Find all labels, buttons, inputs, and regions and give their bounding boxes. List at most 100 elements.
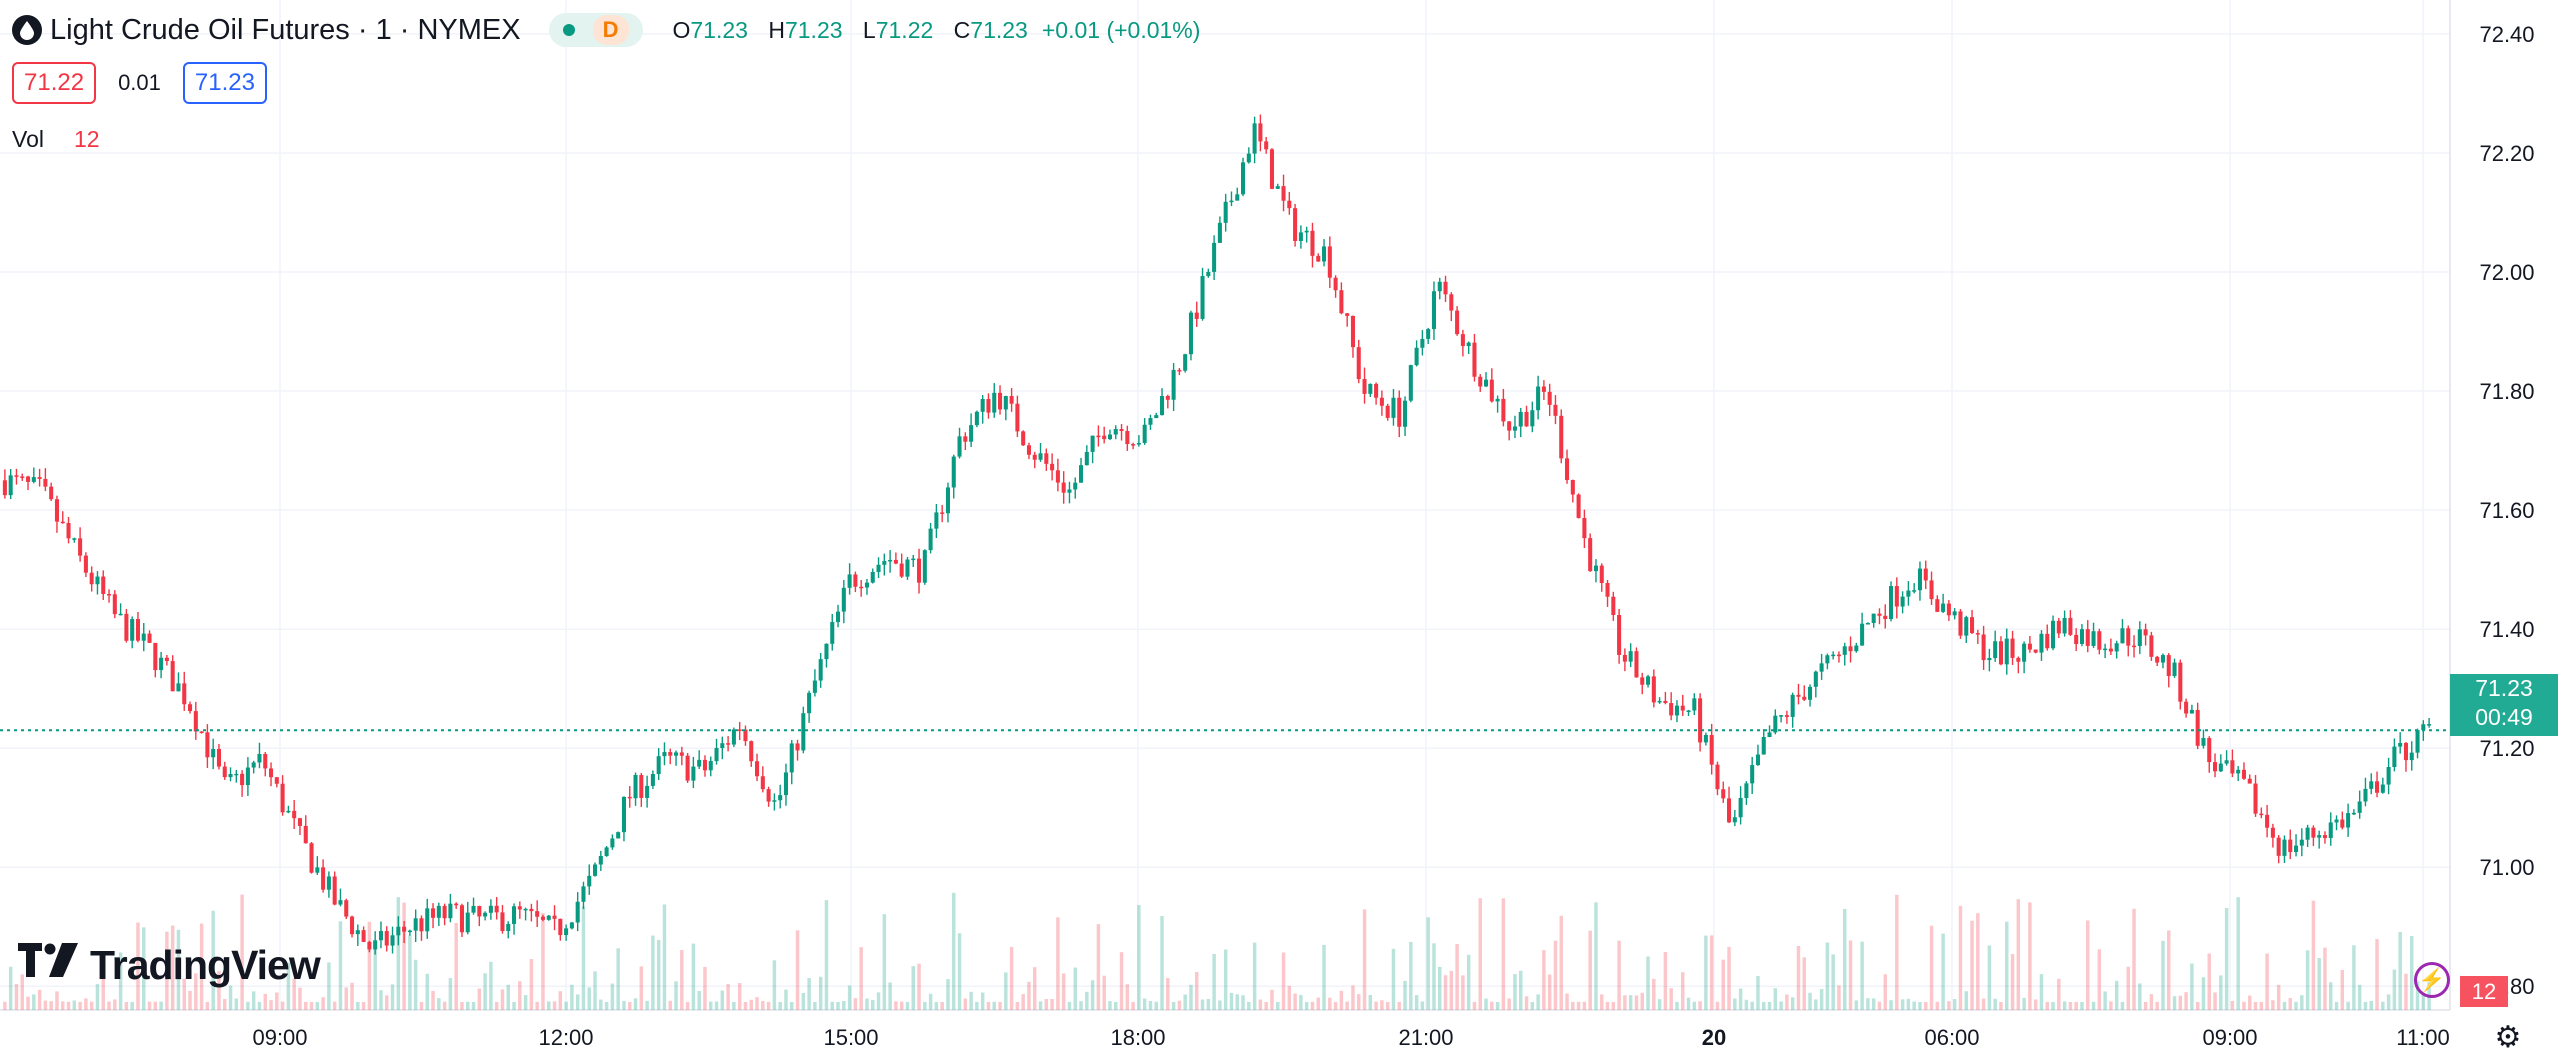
candle-body: [1455, 310, 1460, 335]
volume-bar: [541, 912, 545, 1010]
volume-bar: [1218, 1000, 1222, 1010]
candle-body: [893, 559, 898, 564]
volume-bar: [1727, 946, 1731, 1010]
candle-body: [870, 571, 875, 583]
volume-bar: [43, 1000, 48, 1010]
candle-body: [2230, 760, 2235, 774]
candle-body: [2045, 633, 2050, 649]
candle-body: [1680, 705, 1685, 711]
candle-body: [60, 521, 65, 524]
volume-bar: [1790, 997, 1795, 1010]
candle-body: [540, 916, 545, 920]
candle-body: [2276, 837, 2281, 856]
price-tick-label: 72.40: [2479, 22, 2534, 47]
volume-bar: [1987, 945, 1992, 1010]
market-status-pill[interactable]: D: [548, 13, 643, 47]
buy-button[interactable]: 71.23: [182, 62, 267, 104]
candle-body: [141, 633, 146, 641]
candle-body: [1385, 405, 1390, 418]
candle-body: [1119, 428, 1124, 431]
candle-body: [344, 900, 349, 917]
candle-body: [170, 661, 175, 692]
volume-bar: [2300, 995, 2304, 1010]
volume-bar: [1889, 1000, 1893, 1010]
volume-bar: [356, 1001, 360, 1010]
volume-bar: [309, 1002, 314, 1010]
candle-body: [1813, 671, 1818, 687]
candle-body: [135, 619, 140, 641]
gear-icon[interactable]: ⚙: [2494, 1021, 2522, 1054]
volume-bar: [2352, 945, 2356, 1010]
candle-body: [743, 729, 748, 742]
volume-bar: [1195, 971, 1199, 1010]
candle-body: [1941, 603, 1946, 612]
volume-bar: [2386, 994, 2391, 1010]
volume-bar: [2132, 908, 2136, 1010]
candle-body: [1611, 596, 1616, 615]
volume-bar: [2010, 954, 2015, 1010]
candle-body: [1258, 123, 1263, 142]
volume-bar: [367, 921, 372, 1010]
volume-legend[interactable]: Vol 12: [12, 126, 100, 153]
candle-body: [228, 774, 233, 778]
candle-body: [1912, 590, 1917, 592]
tradingview-logo[interactable]: TradingView: [18, 940, 321, 990]
symbol-title[interactable]: Light Crude Oil Futures · 1 · NYMEX: [50, 13, 521, 46]
volume-bar: [1652, 978, 1656, 1010]
candle-body: [2241, 769, 2246, 779]
candle-body: [8, 475, 13, 496]
candle-body: [205, 732, 210, 758]
candle-body: [216, 748, 221, 767]
candle-body: [251, 762, 256, 768]
candle-body: [691, 766, 696, 781]
volume-bar: [2392, 969, 2397, 1010]
volume-bar: [72, 1000, 77, 1010]
candle-body: [1200, 276, 1205, 319]
volume-bar: [2138, 983, 2142, 1010]
candle-body: [1183, 354, 1188, 371]
candle-body: [1698, 698, 1703, 743]
volume-bar: [217, 971, 221, 1010]
volume-bar: [2097, 949, 2102, 1010]
volume-bar: [523, 995, 528, 1010]
volume-bar: [772, 960, 777, 1010]
candle-body: [147, 633, 152, 643]
candle-body: [1657, 700, 1662, 703]
candle-body: [31, 477, 36, 482]
lightning-icon[interactable]: ⚡: [2414, 962, 2450, 998]
volume-bar: [691, 943, 696, 1010]
candle-body: [1252, 123, 1257, 154]
sell-button[interactable]: 71.22: [12, 62, 97, 104]
volume-bar: [1154, 1001, 1158, 1010]
candle-body: [436, 905, 441, 918]
candle-body: [454, 903, 459, 906]
volume-bar: [1299, 994, 1303, 1010]
candle-body: [957, 436, 962, 457]
candle-body: [488, 905, 493, 913]
candle-body: [616, 832, 621, 839]
ohlc-values: O71.23 H71.23 L71.22 C71.23: [673, 17, 1042, 44]
price-axis: 72.40 72.20 72.00 71.80 71.60 71.40 71.20 71.00…: [2479, 22, 2534, 999]
volume-bar: [1391, 948, 1396, 1010]
volume-bar: [2190, 963, 2194, 1010]
candle-body: [1784, 715, 1789, 717]
volume-bar: [1976, 913, 1980, 1010]
market-open-dot-icon: [562, 24, 575, 36]
candle-body: [355, 930, 360, 935]
volume-bar: [2033, 999, 2038, 1010]
candle-body: [2357, 801, 2362, 813]
candle-body: [1599, 565, 1604, 584]
volume-bar: [89, 1001, 94, 1010]
volume-bar: [1559, 915, 1563, 1010]
volume-bar: [1773, 988, 1778, 1010]
volume-bar: [680, 950, 684, 1010]
volume-bar: [824, 900, 829, 1010]
volume-bar: [749, 999, 753, 1010]
candle-body: [1437, 281, 1442, 292]
candle-body: [998, 392, 1003, 410]
candle-body: [465, 912, 470, 933]
volume-bar: [766, 1001, 771, 1010]
volume-bar: [1860, 941, 1864, 1010]
volume-bar: [408, 935, 412, 1010]
